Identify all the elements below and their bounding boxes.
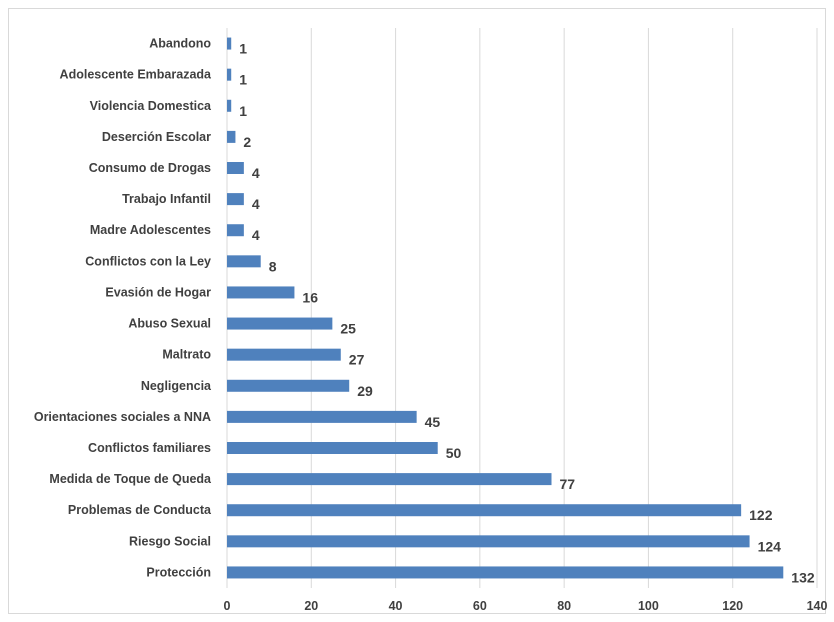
- category-label: Protección: [146, 565, 211, 579]
- category-label: Madre Adolescentes: [90, 223, 211, 237]
- bar: [227, 566, 784, 579]
- data-label: 8: [269, 258, 277, 274]
- data-label: 27: [349, 352, 365, 368]
- x-tick-label: 20: [304, 599, 318, 613]
- bars: [227, 37, 784, 579]
- category-label: Conflictos con la Ley: [85, 254, 211, 268]
- bar: [227, 68, 232, 81]
- bar: [227, 130, 236, 143]
- data-label: 124: [758, 538, 782, 554]
- category-label: Medida de Toque de Queda: [49, 472, 212, 486]
- category-label: Evasión de Hogar: [105, 285, 211, 299]
- data-label: 122: [749, 507, 773, 523]
- data-label: 77: [560, 476, 576, 492]
- x-tick-label: 140: [807, 599, 828, 613]
- data-label: 29: [357, 383, 373, 399]
- data-label: 50: [446, 445, 462, 461]
- data-label: 4: [252, 165, 260, 181]
- bar: [227, 317, 333, 330]
- bar: [227, 379, 350, 392]
- category-label: Abandono: [149, 37, 211, 51]
- bar: [227, 37, 232, 50]
- bar: [227, 410, 417, 423]
- category-label: Deserción Escolar: [102, 130, 211, 144]
- bar: [227, 255, 261, 268]
- category-label: Violencia Domestica: [90, 99, 212, 113]
- category-label: Negligencia: [141, 379, 212, 393]
- bar: [227, 535, 750, 548]
- bar: [227, 224, 244, 237]
- data-label: 4: [252, 227, 260, 243]
- bar: [227, 348, 341, 361]
- category-labels: Abandono Adolescente Embarazada Violencia …: [34, 37, 212, 580]
- x-tick-labels: 0 20 40 60 80 100 120 140: [224, 599, 828, 613]
- bar: [227, 162, 244, 174]
- bar: [227, 286, 295, 299]
- data-label: 1: [239, 41, 247, 57]
- data-label: 132: [791, 569, 815, 585]
- category-label: Problemas de Conducta: [68, 503, 212, 517]
- x-tick-label: 60: [473, 599, 487, 613]
- category-label: Abuso Sexual: [128, 317, 211, 331]
- category-label: Trabajo Infantil: [122, 192, 211, 206]
- bar: [227, 504, 742, 517]
- x-tick-label: 40: [389, 599, 403, 613]
- data-label: 2: [243, 134, 251, 150]
- x-tick-label: 0: [224, 599, 231, 613]
- category-label: Consumo de Drogas: [89, 161, 211, 175]
- x-tick-label: 120: [722, 599, 743, 613]
- data-label: 16: [302, 289, 318, 305]
- bar: [227, 473, 552, 486]
- bar: [227, 442, 438, 454]
- data-label: 25: [340, 321, 356, 337]
- category-label: Maltrato: [162, 348, 211, 362]
- category-label: Conflictos familiares: [88, 441, 211, 455]
- category-label: Orientaciones sociales a NNA: [34, 410, 211, 424]
- category-label: Adolescente Embarazada: [60, 68, 212, 82]
- data-label: 1: [239, 103, 247, 119]
- data-label: 1: [239, 72, 247, 88]
- bar: [227, 193, 244, 206]
- category-label: Riesgo Social: [129, 534, 211, 548]
- x-tick-label: 80: [557, 599, 571, 613]
- x-tick-label: 100: [638, 599, 659, 613]
- gridlines: [226, 28, 818, 588]
- data-label: 45: [425, 414, 441, 430]
- data-label: 4: [252, 196, 260, 212]
- bar: [227, 99, 232, 112]
